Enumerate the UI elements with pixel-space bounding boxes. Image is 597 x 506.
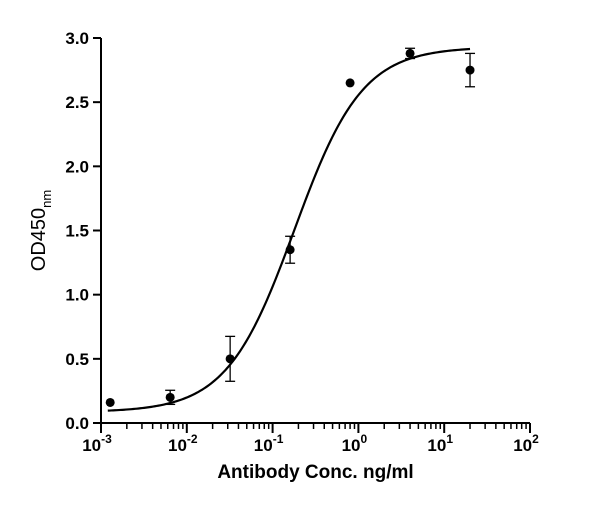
data-point bbox=[345, 78, 355, 88]
y-tick-label: 1.0 bbox=[65, 286, 89, 305]
x-tick-label: 102 bbox=[513, 432, 539, 455]
y-tick-label: 0.0 bbox=[65, 414, 89, 433]
x-tick-label: 10-2 bbox=[168, 432, 198, 455]
y-tick-label: 0.5 bbox=[65, 350, 89, 369]
data-points bbox=[105, 48, 475, 407]
x-tick-label: 10-1 bbox=[254, 432, 284, 455]
error-bars bbox=[165, 47, 476, 406]
y-tick-label: 1.5 bbox=[65, 222, 89, 241]
x-tick-label: 10-3 bbox=[82, 432, 112, 455]
data-point bbox=[285, 245, 295, 255]
y-ticks: 0.0 0.5 1.0 1.5 2.0 2.5 3.0 bbox=[65, 29, 101, 433]
y-axis-label-main: OD450 bbox=[28, 208, 50, 271]
y-tick-label: 2.5 bbox=[65, 93, 89, 112]
x-axis-label: Antibody Conc. ng/ml bbox=[217, 462, 413, 483]
data-point bbox=[105, 397, 115, 407]
data-point bbox=[465, 65, 475, 75]
fit-curve bbox=[107, 47, 471, 412]
x-ticks: 10-3 10-2 10-1 100 101 102 bbox=[82, 423, 539, 455]
y-tick-label: 2.0 bbox=[65, 157, 89, 176]
x-tick-label: 100 bbox=[342, 432, 368, 455]
data-point bbox=[165, 392, 175, 402]
y-tick-label: 3.0 bbox=[65, 29, 89, 48]
data-point bbox=[405, 48, 415, 58]
y-axis-label-subscript: nm bbox=[39, 190, 54, 208]
x-tick-label: 101 bbox=[427, 432, 453, 455]
axes bbox=[100, 38, 530, 424]
data-point bbox=[225, 354, 235, 364]
y-axis-label: OD450nm bbox=[28, 190, 54, 271]
